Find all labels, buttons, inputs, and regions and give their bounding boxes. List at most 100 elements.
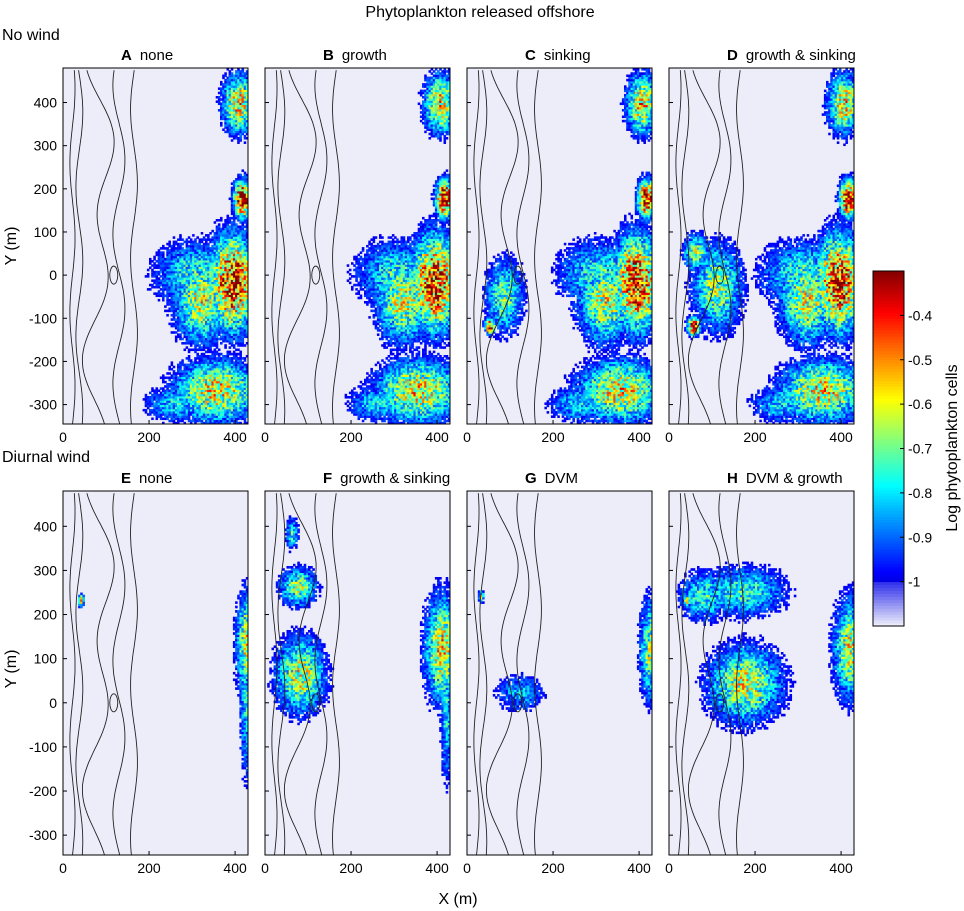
heatmap-cell bbox=[426, 421, 429, 424]
heatmap-cell bbox=[215, 363, 219, 367]
heatmap-cell bbox=[239, 242, 242, 246]
heatmap-cell bbox=[385, 400, 389, 403]
heatmap-cell bbox=[168, 307, 171, 311]
heatmap-cell bbox=[220, 301, 223, 304]
heatmap-cell bbox=[413, 385, 416, 388]
heatmap-cell bbox=[235, 214, 238, 218]
heatmap-cell bbox=[166, 277, 169, 280]
heatmap-cell bbox=[434, 393, 438, 397]
heatmap-cell bbox=[370, 378, 373, 382]
heatmap-cell bbox=[237, 318, 240, 321]
heatmap-cell bbox=[407, 411, 410, 414]
heatmap-cell bbox=[194, 290, 197, 293]
heatmap-cell bbox=[153, 393, 156, 397]
heatmap-cell bbox=[237, 352, 240, 356]
heatmap-cell bbox=[172, 421, 176, 424]
heatmap-cell bbox=[151, 285, 154, 289]
heatmap-cell bbox=[243, 251, 247, 254]
heatmap-cell bbox=[383, 391, 386, 395]
heatmap-cell bbox=[394, 383, 397, 386]
heatmap-cell bbox=[239, 318, 242, 321]
heatmap-cell bbox=[226, 363, 230, 367]
heatmap-cell bbox=[209, 348, 212, 352]
heatmap-cell bbox=[213, 314, 217, 317]
heatmap-cell bbox=[202, 262, 206, 265]
heatmap-cell bbox=[239, 203, 242, 207]
heatmap-cell bbox=[155, 404, 159, 408]
heatmap-cell bbox=[200, 335, 204, 339]
heatmap-cell bbox=[177, 400, 180, 403]
heatmap-cell bbox=[241, 78, 245, 82]
heatmap-cell bbox=[194, 292, 197, 295]
heatmap-cell bbox=[400, 387, 404, 390]
heatmap-cell bbox=[232, 396, 236, 399]
heatmap-cell bbox=[232, 249, 236, 252]
heatmap-cell bbox=[189, 292, 193, 295]
heatmap-cell bbox=[226, 374, 230, 377]
heatmap-cell bbox=[170, 331, 174, 334]
heatmap-cell bbox=[379, 396, 382, 399]
heatmap-cell bbox=[222, 255, 225, 259]
heatmap-cell bbox=[364, 383, 367, 386]
heatmap-cell bbox=[174, 262, 178, 265]
heatmap-cell bbox=[187, 320, 191, 323]
heatmap-cell bbox=[151, 279, 154, 282]
heatmap-cell bbox=[209, 290, 212, 293]
heatmap-cell bbox=[404, 372, 408, 375]
heatmap-cell bbox=[189, 363, 193, 367]
heatmap-cell bbox=[235, 406, 238, 410]
heatmap-cell bbox=[205, 344, 208, 347]
heatmap-cell bbox=[353, 413, 356, 416]
heatmap-cell bbox=[166, 255, 169, 259]
heatmap-cell bbox=[202, 281, 206, 285]
heatmap-cell bbox=[232, 393, 236, 397]
heatmap-cell bbox=[155, 273, 159, 276]
heatmap-cell bbox=[192, 281, 195, 285]
heatmap-cell bbox=[235, 240, 238, 244]
heatmap-cell bbox=[224, 298, 227, 302]
heatmap-cell bbox=[241, 329, 245, 332]
heatmap-cell bbox=[183, 301, 187, 304]
heatmap-cell bbox=[159, 417, 163, 421]
heatmap-cell bbox=[196, 322, 199, 326]
heatmap-cell bbox=[177, 305, 180, 308]
heatmap-cell bbox=[183, 398, 187, 401]
heatmap-cell bbox=[434, 391, 438, 395]
heatmap-cell bbox=[174, 273, 178, 276]
heatmap-cell bbox=[434, 402, 438, 405]
heatmap-cell bbox=[205, 307, 208, 311]
heatmap-cell bbox=[434, 400, 438, 403]
heatmap-cell bbox=[391, 415, 395, 418]
heatmap-cell bbox=[146, 273, 150, 276]
heatmap-cell bbox=[205, 303, 208, 306]
heatmap-cell bbox=[439, 376, 442, 380]
heatmap-cell bbox=[245, 195, 248, 198]
heatmap-cell bbox=[200, 331, 204, 334]
heatmap-cell bbox=[441, 413, 444, 416]
heatmap-cell bbox=[344, 396, 348, 399]
heatmap-cell bbox=[172, 236, 176, 239]
heatmap-cell bbox=[387, 408, 391, 412]
heatmap-cell bbox=[226, 111, 230, 114]
heatmap-cell bbox=[235, 391, 238, 395]
heatmap-cell bbox=[224, 363, 227, 367]
heatmap-cell bbox=[379, 413, 382, 416]
heatmap-cell bbox=[172, 260, 176, 263]
heatmap-cell bbox=[396, 413, 399, 416]
heatmap-cell bbox=[404, 411, 408, 414]
heatmap-cell bbox=[235, 126, 238, 129]
heatmap-cell bbox=[213, 320, 217, 323]
heatmap-cell bbox=[183, 387, 187, 390]
heatmap-cell bbox=[376, 400, 380, 403]
heatmap-cell bbox=[192, 417, 195, 421]
heatmap-cell bbox=[417, 411, 421, 414]
heatmap-cell bbox=[202, 408, 206, 412]
heatmap-cell bbox=[217, 413, 221, 416]
heatmap-cell bbox=[243, 411, 247, 414]
heatmap-cell bbox=[443, 408, 447, 412]
heatmap-cell bbox=[413, 376, 416, 380]
heatmap-cell bbox=[432, 398, 436, 401]
heatmap-cell bbox=[207, 350, 210, 354]
heatmap-cell bbox=[196, 335, 199, 339]
heatmap-cell bbox=[232, 316, 236, 319]
